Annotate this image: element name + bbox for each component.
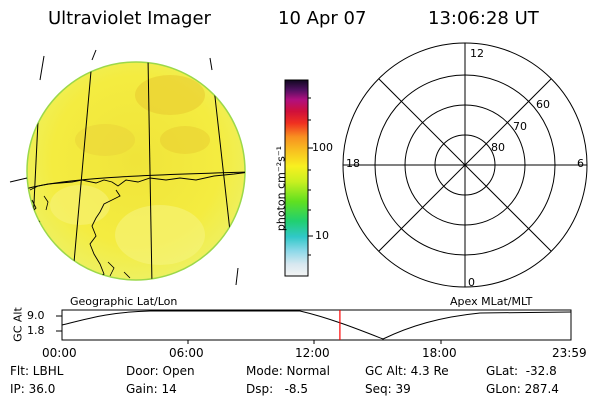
dsp-info: Dsp: -8.5 bbox=[246, 382, 309, 396]
colorbar-tick-10: 10 bbox=[315, 229, 329, 242]
gain-info: Gain: 14 bbox=[126, 382, 177, 396]
lat-label-80: 80 bbox=[491, 141, 505, 154]
seq-info: Seq: 39 bbox=[365, 382, 411, 396]
geographic-label: Geographic Lat/Lon bbox=[70, 295, 178, 308]
timeline-ylabel: GC Alt bbox=[11, 307, 25, 342]
timeline-xtick-2359: 23:59 bbox=[552, 346, 587, 360]
time-label: 13:06:28 UT bbox=[428, 8, 539, 29]
timeline-xtick-0000: 00:00 bbox=[42, 346, 77, 360]
colorbar-unit-label: photon cm⁻²s⁻¹ bbox=[274, 145, 288, 232]
door-info: Door: Open bbox=[126, 364, 195, 378]
mode-info: Mode: Normal bbox=[246, 364, 330, 378]
mlt-label-18: 18 bbox=[346, 157, 360, 170]
glat-info: GLat: -32.8 bbox=[486, 364, 557, 378]
timeline-ytick-9: 9.0 bbox=[27, 309, 45, 322]
colorbar bbox=[284, 79, 313, 277]
colorbar-tick-100: 100 bbox=[312, 141, 333, 154]
glon-info: GLon: 287.4 bbox=[486, 382, 559, 396]
mlt-label-12: 12 bbox=[470, 47, 484, 60]
timeline-xtick-1200: 12:00 bbox=[295, 346, 330, 360]
date-label: 10 Apr 07 bbox=[278, 8, 367, 29]
timeline-xtick-1800: 18:00 bbox=[422, 346, 457, 360]
lat-label-60: 60 bbox=[536, 98, 550, 111]
polar-plot bbox=[342, 42, 588, 288]
apex-label: Apex MLat/MLT bbox=[450, 295, 533, 308]
ip-info: IP: 36.0 bbox=[10, 382, 56, 396]
timeline-plot bbox=[56, 309, 572, 344]
lat-label-70: 70 bbox=[513, 120, 527, 133]
filter-info: Flt: LBHL bbox=[10, 364, 64, 378]
timeline-xtick-0600: 06:00 bbox=[169, 346, 204, 360]
instrument-title: Ultraviolet Imager bbox=[48, 8, 211, 29]
earth-disk bbox=[9, 49, 246, 286]
gc-alt-info: GC Alt: 4.3 Re bbox=[365, 364, 449, 378]
timeline-ytick-1-8: 1.8 bbox=[27, 324, 45, 337]
mlt-label-6: 6 bbox=[577, 157, 584, 170]
mlt-label-0: 0 bbox=[468, 276, 475, 289]
